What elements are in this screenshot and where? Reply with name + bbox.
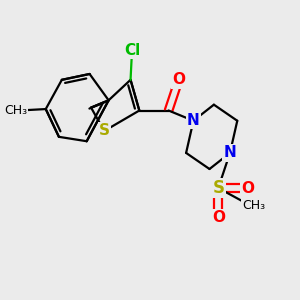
- Text: O: O: [212, 210, 225, 225]
- Text: S: S: [212, 179, 224, 197]
- Text: O: O: [172, 72, 185, 87]
- Text: Cl: Cl: [124, 43, 140, 58]
- Text: S: S: [99, 124, 110, 139]
- Text: CH₃: CH₃: [4, 104, 28, 117]
- Text: N: N: [187, 113, 200, 128]
- Text: O: O: [241, 181, 254, 196]
- Text: CH₃: CH₃: [242, 199, 265, 212]
- Text: N: N: [224, 146, 236, 160]
